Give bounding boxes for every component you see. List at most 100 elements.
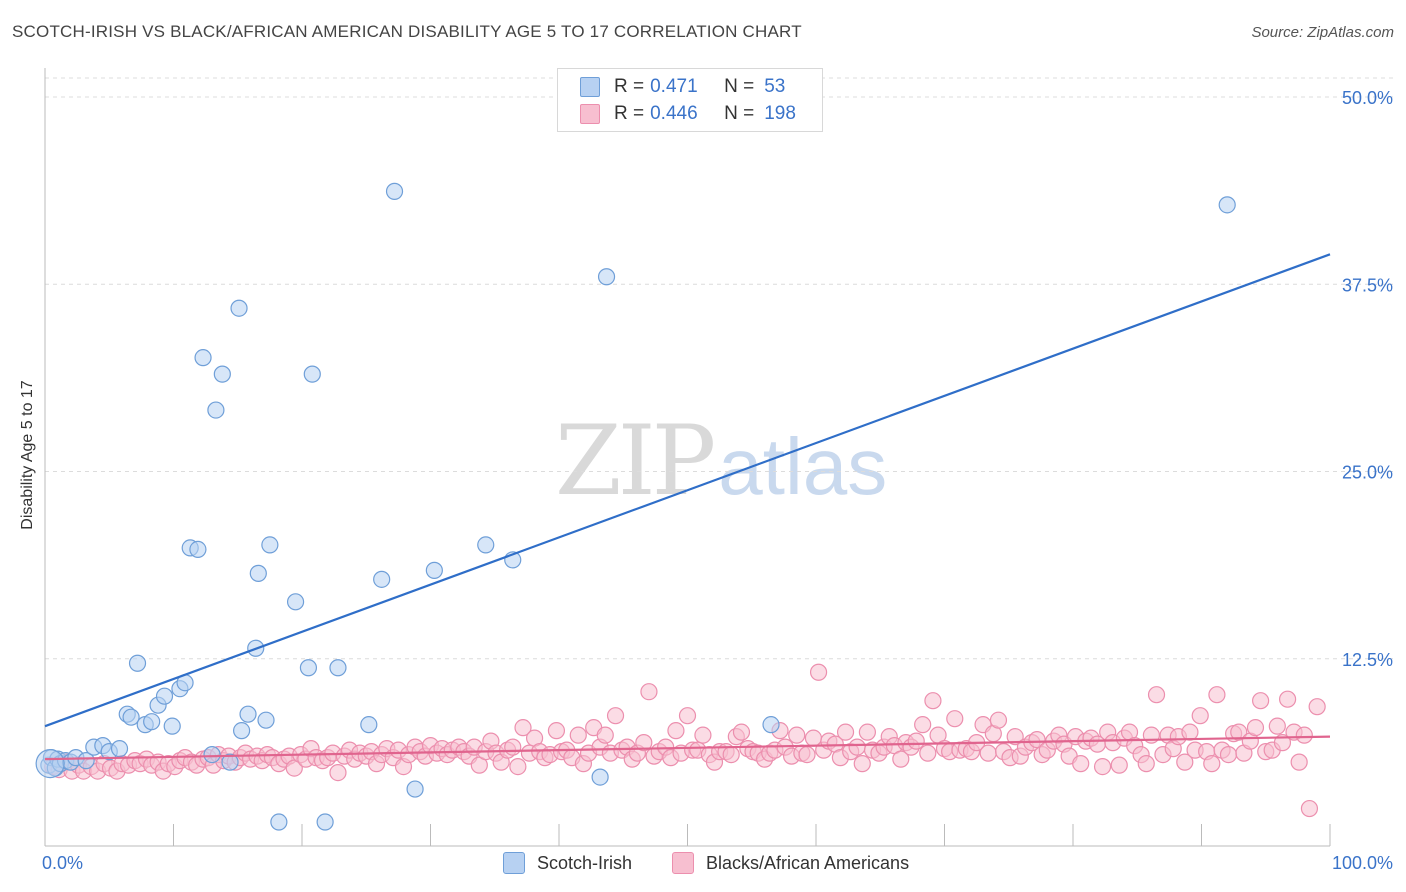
- point-black-african-american: [809, 663, 828, 681]
- point-black-african-american: [1290, 753, 1308, 771]
- point-scotch-irish: [213, 365, 231, 383]
- bottom-legend-label: Blacks/African Americans: [706, 852, 910, 873]
- point-scotch-irish: [207, 401, 225, 419]
- bottom-legend-label: Scotch-Irish: [537, 852, 633, 873]
- point-black-african-american: [606, 707, 625, 725]
- x-tick-label-end: 100.0%: [1332, 853, 1393, 873]
- point-black-african-american: [569, 726, 587, 744]
- point-black-african-american: [1300, 799, 1319, 818]
- point-scotch-irish: [189, 540, 207, 558]
- point-black-african-american: [1219, 746, 1238, 764]
- point-black-african-american: [514, 719, 532, 737]
- legend-row-black-african-american: R = 0.446 N = 198: [580, 102, 796, 126]
- point-scotch-irish: [299, 659, 318, 677]
- trend-line-black-african-american: [44, 735, 1331, 761]
- point-black-african-american: [504, 738, 522, 756]
- y-axis-label: Disability Age 5 to 17: [19, 380, 36, 530]
- legend-n-value: 53: [764, 76, 786, 97]
- point-black-african-american: [1181, 723, 1199, 741]
- point-black-african-american: [858, 723, 877, 741]
- point-black-african-american: [979, 744, 997, 762]
- legend-swatch-blue: [580, 77, 600, 97]
- point-scotch-irish: [143, 713, 161, 731]
- point-black-african-american: [836, 723, 855, 741]
- point-black-african-american: [1278, 690, 1297, 708]
- point-scotch-irish: [373, 570, 391, 588]
- point-scotch-irish: [203, 746, 221, 764]
- point-black-african-american: [1137, 755, 1155, 773]
- source-label: Source: ZipAtlas.com: [1251, 24, 1394, 41]
- y-tick-label: 25.0%: [1342, 463, 1393, 483]
- point-black-african-american: [547, 722, 566, 740]
- correlation-legend: R = 0.471 N = 53 R = 0.446 N = 198: [557, 68, 823, 132]
- point-scotch-irish: [762, 716, 780, 734]
- point-scotch-irish: [257, 711, 275, 729]
- legend-row-scotch-irish: R = 0.471 N = 53: [580, 75, 785, 99]
- point-black-african-american: [1110, 756, 1128, 774]
- point-black-african-american: [853, 755, 871, 773]
- point-black-african-american: [919, 744, 937, 762]
- point-black-african-american: [1072, 755, 1090, 773]
- y-tick-label: 50.0%: [1342, 88, 1393, 108]
- point-scotch-irish: [163, 717, 181, 735]
- bottom-legend: Scotch-Irish Blacks/African Americans: [0, 852, 1406, 878]
- point-black-african-american: [694, 726, 712, 744]
- point-black-african-american: [798, 746, 816, 764]
- point-scotch-irish: [77, 752, 95, 770]
- point-black-african-american: [1252, 692, 1270, 710]
- legend-n-label: N =: [724, 103, 755, 124]
- point-black-african-american: [924, 692, 942, 710]
- point-black-african-american: [640, 683, 658, 701]
- point-black-african-american: [1208, 686, 1226, 704]
- point-black-african-american: [1203, 755, 1221, 773]
- y-tick-label: 37.5%: [1342, 275, 1393, 295]
- point-cluster-scotch-irish: [35, 749, 65, 779]
- legend-r-value: 0.471: [650, 76, 698, 97]
- point-scotch-irish: [425, 561, 443, 579]
- point-black-african-american: [1295, 726, 1313, 744]
- point-black-african-american: [1147, 686, 1166, 704]
- point-scotch-irish: [316, 813, 334, 831]
- point-scotch-irish: [1218, 196, 1236, 214]
- point-black-african-american: [788, 726, 806, 744]
- point-scotch-irish: [249, 564, 267, 582]
- point-black-african-american: [914, 716, 932, 734]
- point-black-african-american: [892, 750, 910, 768]
- legend-r-label: R =: [614, 76, 645, 97]
- point-black-african-american: [1268, 717, 1286, 735]
- point-scotch-irish: [110, 740, 129, 758]
- point-black-african-american: [1093, 758, 1112, 776]
- trend-line-scotch-irish: [44, 253, 1331, 728]
- point-black-african-american: [667, 722, 685, 740]
- bottom-legend-item-black-african-american: Blacks/African Americans: [672, 852, 909, 874]
- point-black-african-american: [678, 707, 697, 725]
- point-black-african-american: [732, 723, 751, 741]
- point-black-african-american: [1308, 698, 1326, 716]
- legend-swatch-pink: [580, 104, 600, 124]
- point-scotch-irish: [303, 365, 321, 383]
- point-scotch-irish: [230, 299, 248, 317]
- point-black-african-american: [1006, 728, 1024, 746]
- legend-n-label: N =: [724, 76, 755, 97]
- point-black-african-american: [907, 732, 925, 750]
- point-black-african-american: [596, 726, 614, 744]
- point-black-african-american: [848, 738, 866, 756]
- bottom-legend-swatch-blue: [503, 852, 525, 874]
- point-scotch-irish: [239, 705, 257, 723]
- point-scotch-irish: [329, 659, 347, 677]
- chart-title: SCOTCH-IRISH VS BLACK/AFRICAN AMERICAN D…: [12, 22, 802, 41]
- point-black-african-american: [989, 711, 1008, 729]
- point-scotch-irish: [122, 708, 140, 726]
- point-scotch-irish: [385, 182, 404, 200]
- point-black-african-american: [1230, 723, 1248, 741]
- point-scotch-irish: [360, 716, 378, 734]
- point-black-african-american: [509, 758, 527, 776]
- point-black-african-american: [1028, 731, 1046, 749]
- point-scotch-irish: [128, 654, 147, 672]
- point-scotch-irish: [270, 813, 288, 831]
- point-scotch-irish: [221, 753, 239, 771]
- bottom-legend-item-scotch-irish: Scotch-Irish: [503, 852, 632, 874]
- point-scotch-irish: [233, 722, 251, 740]
- point-scotch-irish: [406, 780, 424, 798]
